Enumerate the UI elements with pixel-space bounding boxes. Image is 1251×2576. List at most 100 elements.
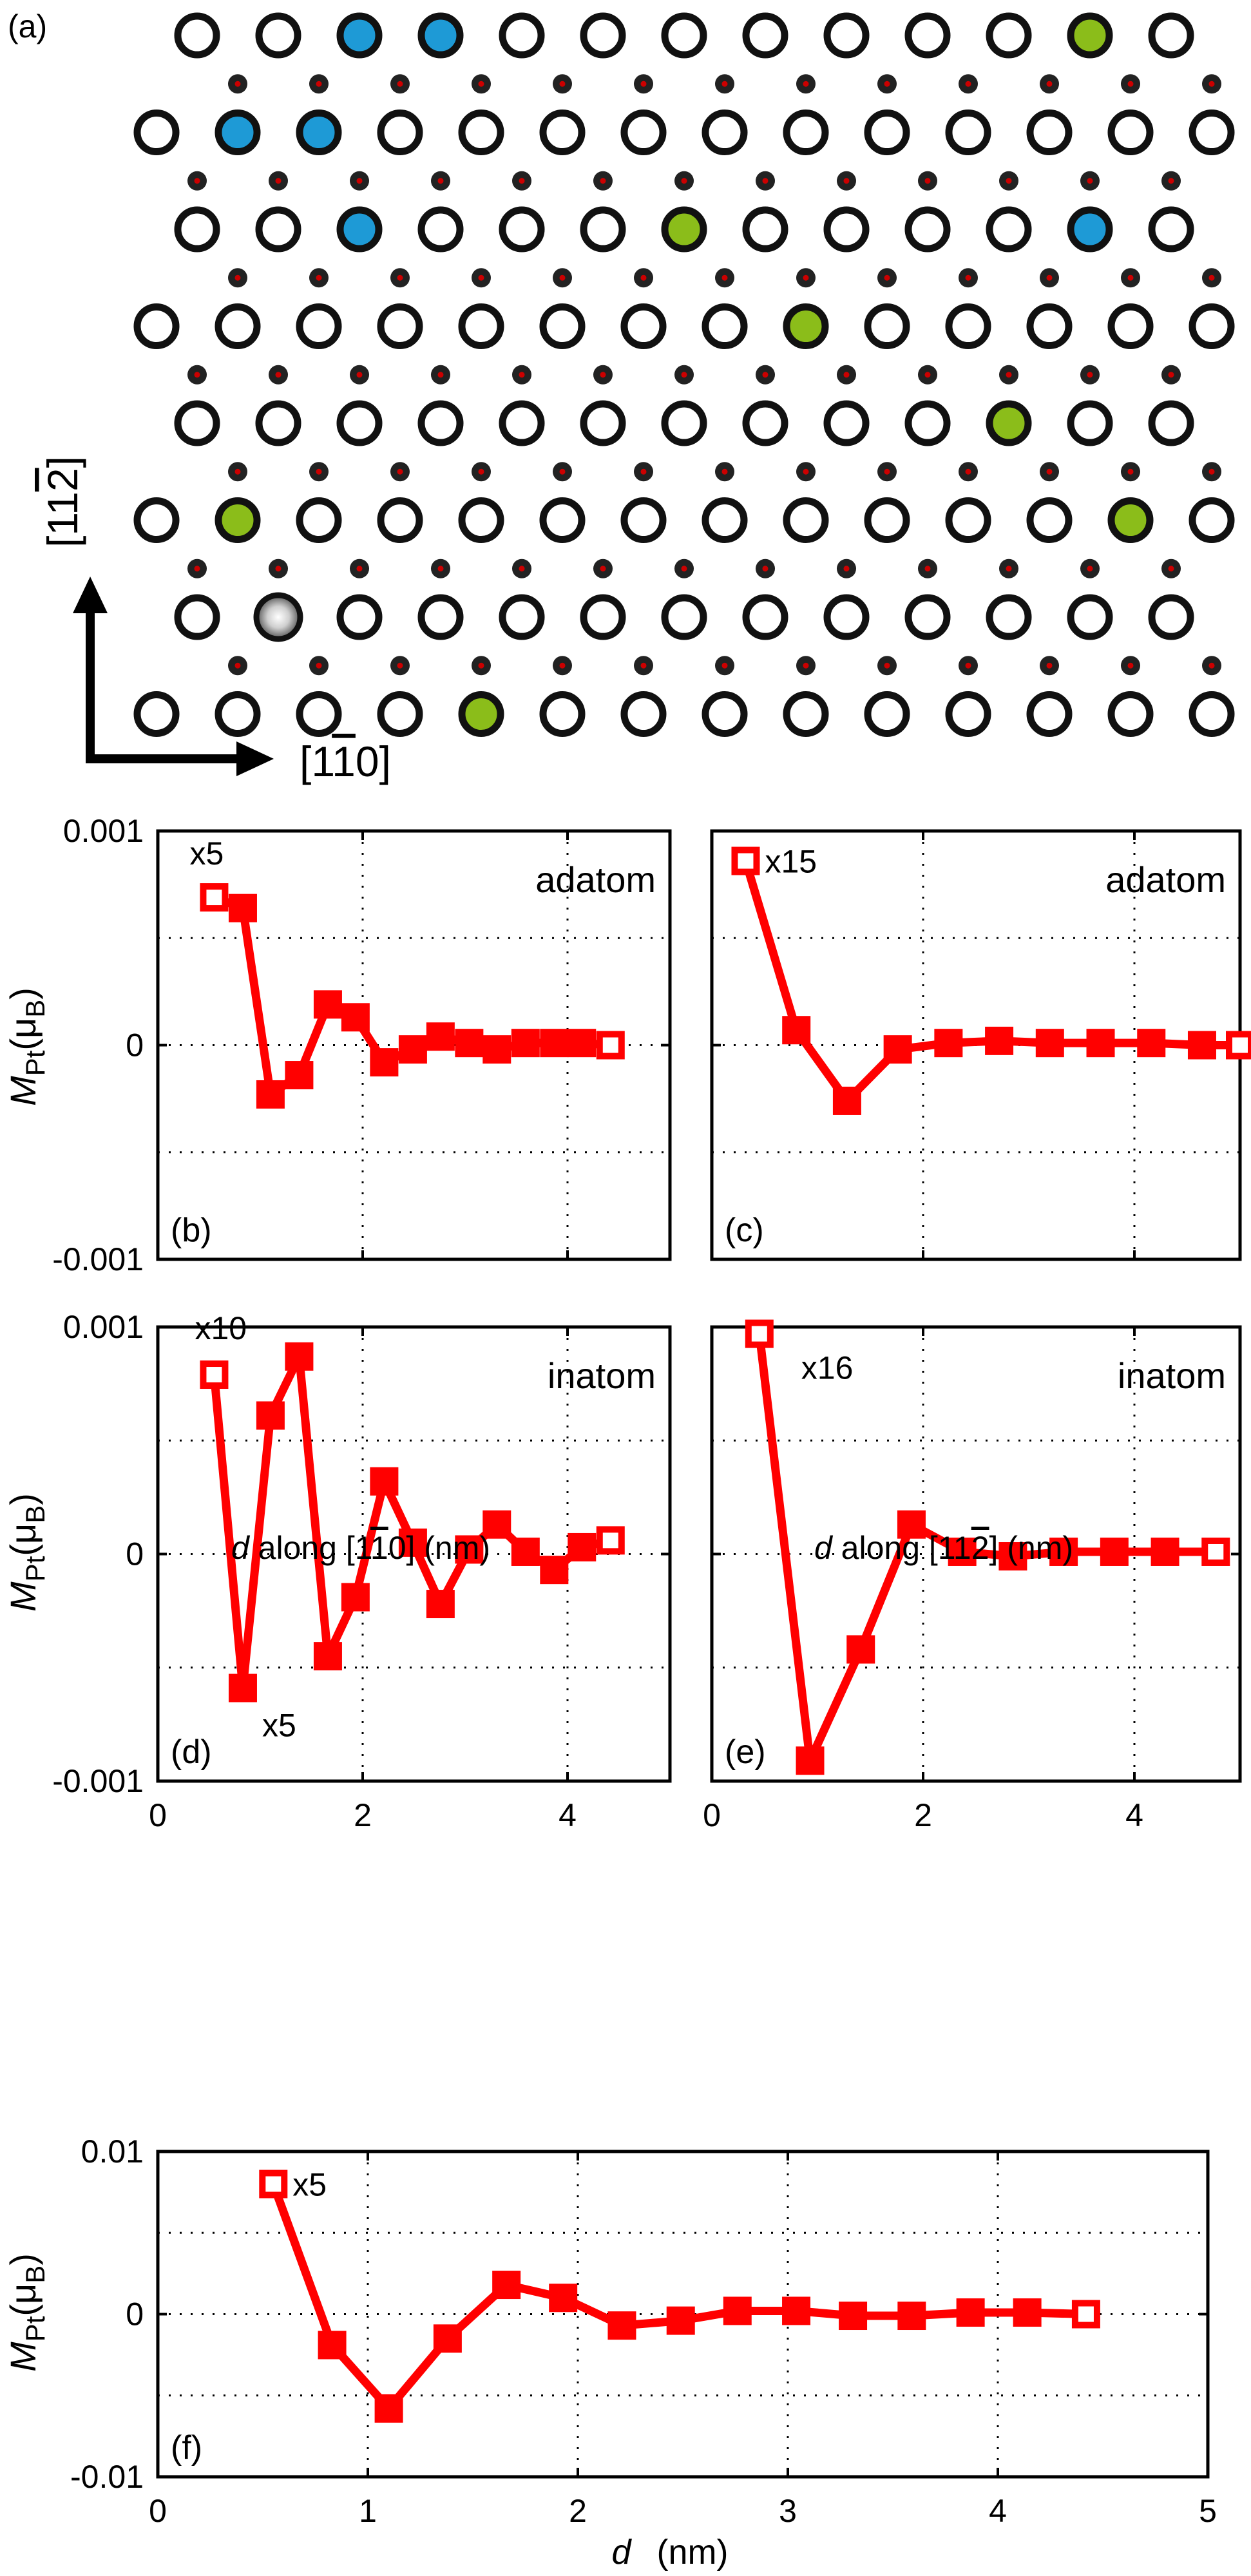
y-axis-label: MPt(μB) (3, 1493, 50, 1612)
lattice-atom-green (1067, 12, 1113, 59)
data-point (313, 1642, 342, 1671)
small-atom-center (478, 662, 484, 669)
lattice-atom-blue (296, 110, 342, 155)
lattice-atom (539, 691, 586, 737)
lattice-atom (742, 206, 788, 253)
lattice-atom (702, 691, 748, 737)
lattice-atom (823, 206, 870, 253)
small-atom-center (397, 662, 403, 669)
data-point (883, 1035, 912, 1064)
scale-annotation: x16 (801, 1350, 854, 1386)
svg-text:MPt(μB): MPt(μB) (3, 2253, 50, 2372)
lattice-atom (1189, 691, 1235, 737)
lattice-atom (620, 303, 667, 349)
data-point (1151, 1537, 1179, 1566)
data-point (1035, 1029, 1064, 1058)
lattice-atom (377, 303, 423, 349)
panel-tag: inatom (548, 1355, 656, 1396)
data-point (426, 1590, 455, 1619)
data-point (455, 1029, 484, 1058)
data-point (492, 2271, 521, 2300)
x-tick-label: 0 (149, 2493, 167, 2529)
lattice-atom-blue (336, 206, 383, 253)
small-atom-center (437, 178, 444, 184)
panel-a-lattice: (a) [112] [110] (8, 8, 1235, 785)
lattice-atom (174, 594, 220, 640)
y-axis-label: MPt(μB) (3, 2253, 50, 2372)
small-atom-center (1208, 274, 1215, 281)
lattice-atom (539, 110, 586, 155)
lattice-atom (174, 12, 220, 59)
small-atom-center (519, 178, 525, 184)
x-axis-labels: d along [110] (nm) d along [112] (nm) d(… (231, 1530, 1073, 2571)
lattice-atom (864, 303, 910, 349)
small-atom-center (559, 468, 566, 475)
data-point (998, 1542, 1027, 1571)
small-atom-center (600, 372, 606, 378)
data-point (1100, 1537, 1129, 1566)
data-point (256, 1080, 285, 1109)
lattice-atom (539, 497, 586, 543)
x-tick-label: 3 (779, 2493, 797, 2529)
small-atom-center (721, 274, 728, 281)
data-point (956, 2298, 985, 2327)
lattice-atom (417, 206, 464, 253)
small-atom-center (316, 468, 322, 475)
lattice-atom (377, 497, 423, 543)
small-atom-center (762, 178, 769, 184)
lattice-atom (174, 206, 220, 253)
lattice-atom (864, 691, 910, 737)
small-atom-center (316, 274, 322, 281)
lattice-atom (945, 497, 991, 543)
small-atom-center (640, 468, 647, 475)
small-atom-center (397, 81, 403, 87)
lattice-atom (215, 691, 261, 737)
scale-annotation: x5 (189, 835, 224, 872)
scale-annotation: x5 (292, 2167, 327, 2203)
lattice-atom (823, 400, 870, 446)
data-point (1086, 1029, 1115, 1058)
small-atom-center (803, 274, 809, 281)
x-tick-label: 0 (703, 1797, 721, 1833)
lattice-atom (458, 303, 504, 349)
y-tick-label: 0.01 (81, 2133, 144, 2170)
x-tick-label: 2 (569, 2493, 587, 2529)
series-line (213, 893, 611, 1099)
lattice-atom (945, 303, 991, 349)
panel-tag: adatom (1105, 859, 1226, 900)
data-point (398, 1528, 427, 1557)
lattice-atom (823, 594, 870, 640)
data-point (731, 846, 760, 875)
data-point (455, 1535, 484, 1564)
small-atom-center (640, 81, 647, 87)
data-point (985, 1026, 1014, 1055)
lattice-atom (986, 206, 1032, 253)
lattice-atom (296, 691, 342, 737)
data-point (341, 1583, 370, 1612)
small-atom-center (1087, 178, 1093, 184)
data-point (832, 1086, 861, 1115)
lattice-atom (661, 400, 707, 446)
lattice-atom (133, 303, 180, 349)
data-point (568, 1532, 597, 1561)
scale-annotation: x10 (195, 1310, 247, 1346)
small-atom-center (1046, 468, 1053, 475)
xlabel-along-110: d along [110] (nm) (231, 1530, 490, 1566)
data-point (540, 1029, 569, 1058)
y-tick-label: 0 (126, 1536, 144, 1572)
lattice-atom (904, 206, 951, 253)
lattice-atom (783, 691, 829, 737)
data-point (256, 1401, 285, 1430)
lattice-atom-green (215, 497, 261, 543)
y-tick-label: 0.001 (63, 813, 144, 849)
data-point (549, 2284, 578, 2313)
lattice-atom (1148, 206, 1194, 253)
xlabel-f: d (nm) (611, 2533, 728, 2571)
lattice-atom-blue (215, 110, 261, 155)
small-atom-center (234, 274, 241, 281)
data-point (511, 1537, 540, 1566)
